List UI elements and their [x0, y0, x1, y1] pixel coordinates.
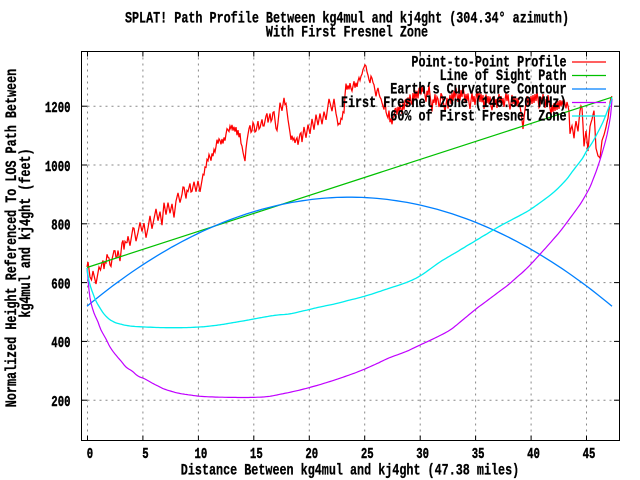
- svg-text:45: 45: [583, 446, 596, 463]
- svg-text:5: 5: [142, 446, 148, 463]
- svg-text:SPLAT! Path Profile Between kg: SPLAT! Path Profile Between kg4mul and k…: [125, 10, 569, 28]
- svg-text:Distance Between kg4mul and kj: Distance Between kg4mul and kj4ght (47.3…: [181, 462, 519, 480]
- svg-text:800: 800: [51, 218, 70, 235]
- svg-text:200: 200: [51, 394, 70, 411]
- svg-text:0: 0: [87, 446, 93, 463]
- svg-text:Line of Sight Path: Line of Sight Path: [440, 67, 567, 85]
- svg-text:Earth’s Curvature Contour: Earth’s Curvature Contour: [390, 81, 566, 99]
- svg-text:Point-to-Point Profile: Point-to-Point Profile: [411, 54, 566, 72]
- svg-text:60% of First Fresnel Zone: 60% of First Fresnel Zone: [390, 108, 566, 126]
- svg-text:kg4mul and kj4ght (feet): kg4mul and kj4ght (feet): [17, 148, 35, 317]
- svg-text:30: 30: [416, 446, 429, 463]
- svg-text:400: 400: [51, 335, 70, 352]
- svg-text:600: 600: [51, 276, 70, 293]
- svg-text:20: 20: [305, 446, 318, 463]
- svg-text:1200: 1200: [45, 100, 71, 117]
- svg-text:1000: 1000: [45, 159, 71, 176]
- svg-text:10: 10: [194, 446, 207, 463]
- svg-text:First Fresnel Zone (146.520 MH: First Fresnel Zone (146.520 MHz): [341, 94, 567, 112]
- svg-text:35: 35: [472, 446, 485, 463]
- svg-text:25: 25: [361, 446, 374, 463]
- svg-text:With First Fresnel Zone: With First Fresnel Zone: [266, 24, 428, 42]
- svg-text:Normalized Height Referenced T: Normalized Height Referenced To LOS Path…: [3, 69, 21, 407]
- svg-text:40: 40: [527, 446, 540, 463]
- svg-text:15: 15: [250, 446, 263, 463]
